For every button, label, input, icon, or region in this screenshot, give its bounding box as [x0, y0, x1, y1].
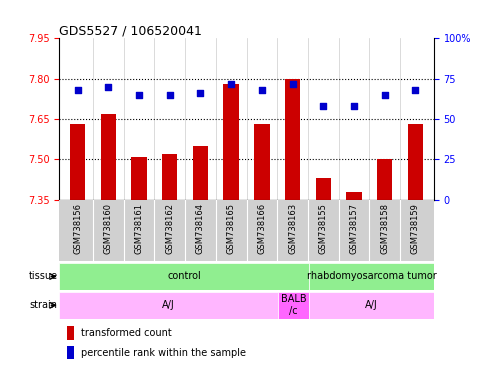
Bar: [101, 114, 116, 200]
Point: [73, 87, 81, 93]
Bar: [309, 263, 434, 290]
Bar: [59, 292, 278, 319]
Text: A/J: A/J: [365, 300, 378, 310]
Point: [135, 92, 143, 98]
Text: GDS5527 / 106520041: GDS5527 / 106520041: [59, 24, 202, 37]
Point: [412, 87, 420, 93]
Bar: [131, 157, 147, 200]
Text: GSM738158: GSM738158: [380, 203, 389, 254]
Text: GSM738157: GSM738157: [350, 203, 358, 254]
Bar: [162, 154, 177, 200]
Bar: [285, 79, 300, 200]
Bar: [377, 159, 392, 200]
Text: BALB
/c: BALB /c: [281, 295, 306, 316]
Bar: [70, 124, 85, 200]
Point: [319, 103, 327, 109]
Bar: [67, 346, 73, 359]
Text: control: control: [167, 271, 201, 281]
Point: [166, 92, 174, 98]
Text: GSM738161: GSM738161: [135, 203, 143, 254]
Point: [288, 81, 296, 87]
Text: GSM738166: GSM738166: [257, 203, 266, 254]
Text: GSM738163: GSM738163: [288, 203, 297, 254]
Text: GSM738160: GSM738160: [104, 203, 113, 254]
Bar: [223, 84, 239, 200]
Text: rhabdomyosarcoma tumor: rhabdomyosarcoma tumor: [307, 271, 436, 281]
Text: tissue: tissue: [29, 271, 58, 281]
Bar: [67, 326, 73, 340]
Text: transformed count: transformed count: [81, 328, 172, 338]
Bar: [254, 124, 270, 200]
Text: GSM738164: GSM738164: [196, 203, 205, 254]
Point: [105, 84, 112, 90]
Point: [350, 103, 358, 109]
Point: [258, 87, 266, 93]
Text: GSM738162: GSM738162: [165, 203, 174, 254]
Bar: [408, 124, 423, 200]
Point: [227, 81, 235, 87]
Text: GSM738165: GSM738165: [227, 203, 236, 254]
Text: GSM738155: GSM738155: [319, 203, 328, 253]
Text: GSM738159: GSM738159: [411, 203, 420, 253]
Text: strain: strain: [30, 300, 58, 310]
Text: A/J: A/J: [162, 300, 175, 310]
Bar: [278, 292, 309, 319]
Point: [381, 92, 388, 98]
Bar: [309, 292, 434, 319]
Bar: [59, 263, 309, 290]
Text: percentile rank within the sample: percentile rank within the sample: [81, 348, 246, 358]
Bar: [316, 178, 331, 200]
Text: GSM738156: GSM738156: [73, 203, 82, 254]
Bar: [193, 146, 208, 200]
Point: [197, 90, 205, 96]
Bar: [346, 192, 362, 200]
